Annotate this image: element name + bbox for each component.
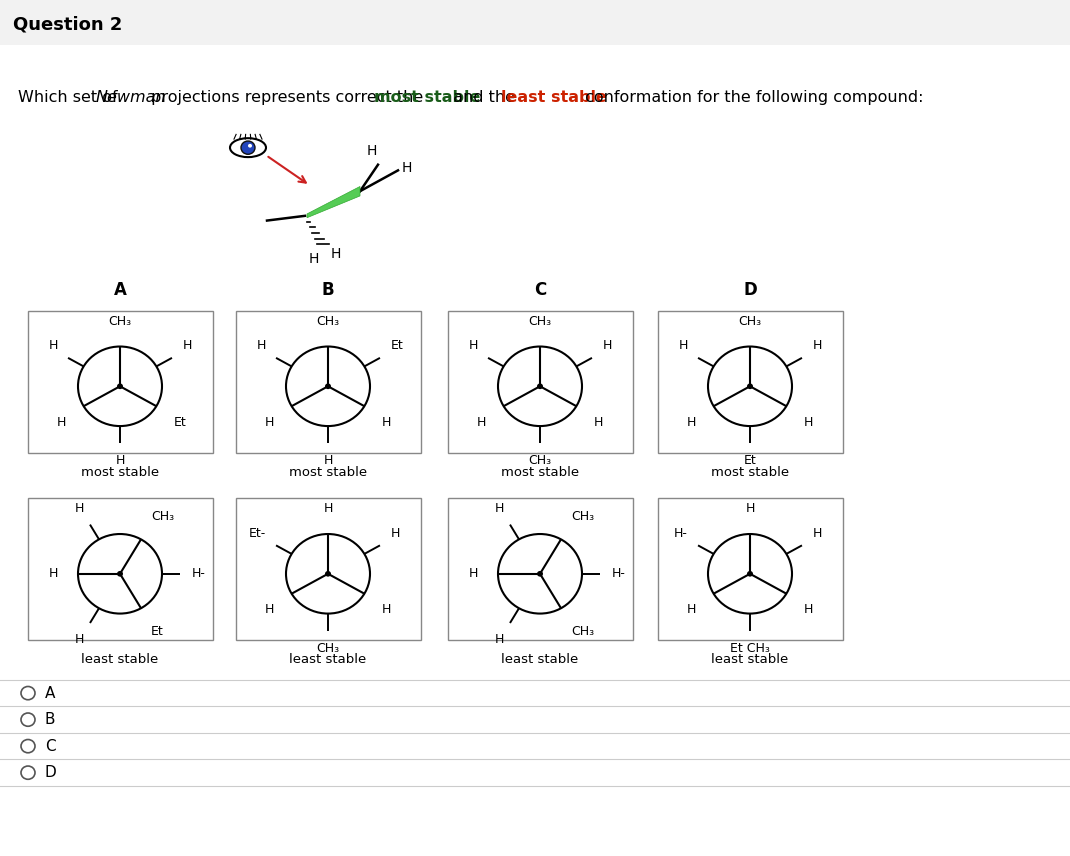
Text: CH₃: CH₃ <box>571 625 594 638</box>
Text: H: H <box>257 339 265 352</box>
Text: H-: H- <box>192 568 205 580</box>
Text: B: B <box>322 281 334 299</box>
Text: H: H <box>746 502 754 515</box>
Text: most stable: most stable <box>289 466 367 479</box>
Text: A: A <box>45 686 56 700</box>
Text: C: C <box>45 739 56 753</box>
Text: H: H <box>812 339 822 352</box>
Text: H: H <box>812 526 822 539</box>
Text: H: H <box>804 416 813 429</box>
Text: H: H <box>687 416 697 429</box>
Bar <box>28 311 213 453</box>
Text: B: B <box>45 712 56 727</box>
Text: CH₃: CH₃ <box>529 455 551 467</box>
Circle shape <box>117 571 123 577</box>
Text: H: H <box>382 416 391 429</box>
Text: CH₃: CH₃ <box>529 314 551 328</box>
Text: H: H <box>391 526 400 539</box>
Text: Et: Et <box>744 455 756 467</box>
Text: CH₃: CH₃ <box>317 314 339 328</box>
Circle shape <box>117 383 123 389</box>
Text: H-: H- <box>674 526 688 539</box>
Text: H: H <box>75 502 85 514</box>
Circle shape <box>325 571 331 577</box>
Text: H: H <box>331 247 341 261</box>
Text: Et: Et <box>391 339 403 352</box>
Text: H: H <box>367 144 378 158</box>
Text: H: H <box>477 416 486 429</box>
Text: D: D <box>45 765 57 780</box>
Text: Et CH₃: Et CH₃ <box>730 642 770 655</box>
Text: D: D <box>744 281 756 299</box>
Text: H: H <box>323 455 333 467</box>
Circle shape <box>747 383 753 389</box>
Bar <box>236 498 421 640</box>
Text: H: H <box>323 502 333 515</box>
Text: C: C <box>534 281 546 299</box>
Text: H: H <box>48 339 58 352</box>
Text: H: H <box>469 339 477 352</box>
Text: H: H <box>602 339 612 352</box>
Bar <box>658 311 843 453</box>
Bar <box>448 311 633 453</box>
Text: H: H <box>265 416 274 429</box>
Circle shape <box>325 383 331 389</box>
Text: H: H <box>469 568 478 580</box>
Text: Et: Et <box>173 416 186 429</box>
Text: H: H <box>182 339 192 352</box>
Text: H: H <box>48 568 58 580</box>
Text: least stable: least stable <box>289 653 367 666</box>
Text: H: H <box>57 416 66 429</box>
Text: H: H <box>594 416 603 429</box>
Bar <box>448 498 633 640</box>
Text: A: A <box>113 281 126 299</box>
Text: H: H <box>494 633 504 645</box>
Bar <box>658 498 843 640</box>
Circle shape <box>747 571 753 577</box>
Text: H: H <box>804 603 813 616</box>
Text: most stable: most stable <box>710 466 789 479</box>
Text: Newman: Newman <box>96 90 167 105</box>
Bar <box>28 498 213 640</box>
Text: CH₃: CH₃ <box>151 510 174 523</box>
Text: H: H <box>116 455 125 467</box>
Circle shape <box>537 571 542 577</box>
Text: least stable: least stable <box>81 653 158 666</box>
Text: most stable: most stable <box>81 466 159 479</box>
Text: and the: and the <box>448 90 520 105</box>
Polygon shape <box>307 187 360 217</box>
Text: most stable: most stable <box>501 466 579 479</box>
Circle shape <box>241 141 255 154</box>
Text: projections represents correct the: projections represents correct the <box>146 90 428 105</box>
Text: H: H <box>687 603 697 616</box>
Text: least stable: least stable <box>712 653 789 666</box>
Text: CH₃: CH₃ <box>108 314 132 328</box>
Text: H: H <box>402 162 412 175</box>
Text: H-: H- <box>612 568 626 580</box>
Text: H: H <box>494 502 504 514</box>
Text: H: H <box>382 603 391 616</box>
FancyArrowPatch shape <box>269 157 306 182</box>
Text: CH₃: CH₃ <box>317 642 339 655</box>
Text: H: H <box>75 633 85 645</box>
Circle shape <box>248 144 253 147</box>
Text: Question 2: Question 2 <box>13 16 122 34</box>
Text: least stable: least stable <box>501 90 607 105</box>
Text: H: H <box>678 339 688 352</box>
Circle shape <box>537 383 542 389</box>
Text: Et-: Et- <box>248 526 265 539</box>
Bar <box>236 311 421 453</box>
Text: H: H <box>308 252 319 266</box>
Text: Et: Et <box>151 625 164 638</box>
Text: Which set of: Which set of <box>18 90 123 105</box>
Text: CH₃: CH₃ <box>738 314 762 328</box>
Text: most stable: most stable <box>374 90 480 105</box>
Text: H: H <box>265 603 274 616</box>
Text: least stable: least stable <box>502 653 579 666</box>
Text: CH₃: CH₃ <box>571 510 594 523</box>
Text: conformation for the following compound:: conformation for the following compound: <box>580 90 923 105</box>
